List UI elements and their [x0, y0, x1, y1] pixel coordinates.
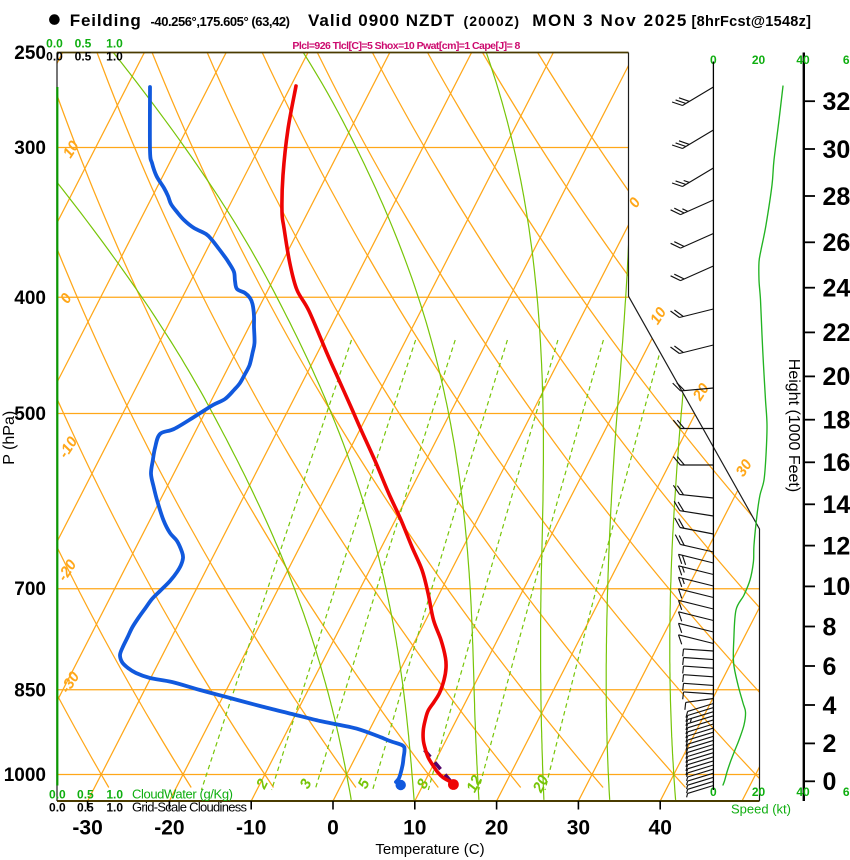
svg-text:2: 2: [823, 730, 837, 758]
svg-text:8: 8: [823, 613, 837, 641]
svg-text:0.0: 0.0: [46, 37, 63, 51]
svg-text:[8hrFcst@1548z]: [8hrFcst@1548z]: [692, 14, 812, 30]
svg-text:Valid 0900 NZDT: Valid 0900 NZDT: [308, 11, 455, 30]
svg-text:20: 20: [823, 363, 850, 391]
svg-text:10: 10: [403, 817, 426, 840]
svg-text:12: 12: [823, 532, 850, 560]
svg-text:0: 0: [710, 785, 717, 799]
svg-text:16: 16: [823, 449, 850, 477]
svg-text:6: 6: [823, 653, 837, 681]
svg-text:Temperature (C): Temperature (C): [375, 841, 484, 858]
svg-text:400: 400: [14, 288, 46, 309]
svg-text:20: 20: [752, 785, 766, 799]
svg-text:1.0: 1.0: [106, 50, 123, 64]
svg-text:Plcl=926 Tlcl[C]=5 Shox=10 Pwa: Plcl=926 Tlcl[C]=5 Shox=10 Pwat[cm]=1 Ca…: [292, 40, 520, 52]
svg-text:22: 22: [823, 319, 850, 347]
svg-text:0.5: 0.5: [77, 801, 94, 815]
svg-text:0.0: 0.0: [49, 788, 66, 802]
svg-text:0.0: 0.0: [46, 50, 63, 64]
svg-text:20: 20: [529, 772, 552, 796]
svg-text:30: 30: [567, 817, 590, 840]
svg-text:500: 500: [14, 404, 46, 425]
svg-text:MON 3 Nov 2025: MON 3 Nov 2025: [532, 11, 686, 30]
svg-text:1.0: 1.0: [106, 788, 123, 802]
svg-text:1.0: 1.0: [106, 37, 123, 51]
svg-text:40: 40: [796, 53, 810, 67]
svg-text:1000: 1000: [4, 765, 46, 786]
svg-text:18: 18: [823, 407, 850, 435]
svg-text:-40.256°,175.605° (63,42): -40.256°,175.605° (63,42): [151, 14, 291, 29]
svg-text:0.5: 0.5: [75, 37, 92, 51]
svg-text:26: 26: [823, 229, 850, 257]
svg-text:60: 60: [843, 53, 850, 67]
svg-text:0: 0: [823, 768, 837, 796]
svg-text:Feilding: Feilding: [70, 11, 141, 30]
svg-text:700: 700: [14, 579, 46, 600]
svg-text:14: 14: [823, 491, 850, 519]
svg-text:28: 28: [823, 183, 850, 211]
svg-text:60: 60: [843, 785, 850, 799]
svg-text:1.0: 1.0: [106, 801, 123, 815]
svg-text:(2000Z): (2000Z): [464, 13, 520, 29]
svg-text:250: 250: [14, 43, 46, 64]
svg-text:4: 4: [823, 692, 837, 720]
svg-text:0: 0: [710, 53, 717, 67]
svg-text:0: 0: [327, 817, 339, 840]
svg-text:Height (1000 Feet): Height (1000 Feet): [785, 359, 802, 492]
svg-text:CloudWater (g/Kg): CloudWater (g/Kg): [132, 787, 233, 802]
svg-text:20: 20: [752, 53, 766, 67]
svg-text:10: 10: [823, 573, 850, 601]
svg-text:40: 40: [796, 785, 810, 799]
svg-text:0.5: 0.5: [75, 50, 92, 64]
svg-text:-10: -10: [236, 817, 266, 840]
svg-text:12: 12: [463, 772, 486, 795]
svg-text:0.0: 0.0: [49, 801, 66, 815]
svg-text:300: 300: [14, 138, 46, 159]
svg-text:24: 24: [823, 275, 850, 303]
svg-text:-20: -20: [154, 817, 184, 840]
svg-text:20: 20: [485, 817, 508, 840]
svg-text:32: 32: [823, 88, 850, 116]
svg-text:Speed (kt): Speed (kt): [731, 802, 791, 817]
svg-text:0.5: 0.5: [77, 788, 94, 802]
svg-text:-30: -30: [72, 817, 102, 840]
svg-text:850: 850: [14, 680, 46, 701]
svg-text:P (hPa): P (hPa): [1, 411, 18, 465]
svg-text:30: 30: [823, 136, 850, 164]
svg-text:Grid-Scale Cloudiness: Grid-Scale Cloudiness: [132, 800, 248, 815]
svg-text:40: 40: [649, 817, 672, 840]
